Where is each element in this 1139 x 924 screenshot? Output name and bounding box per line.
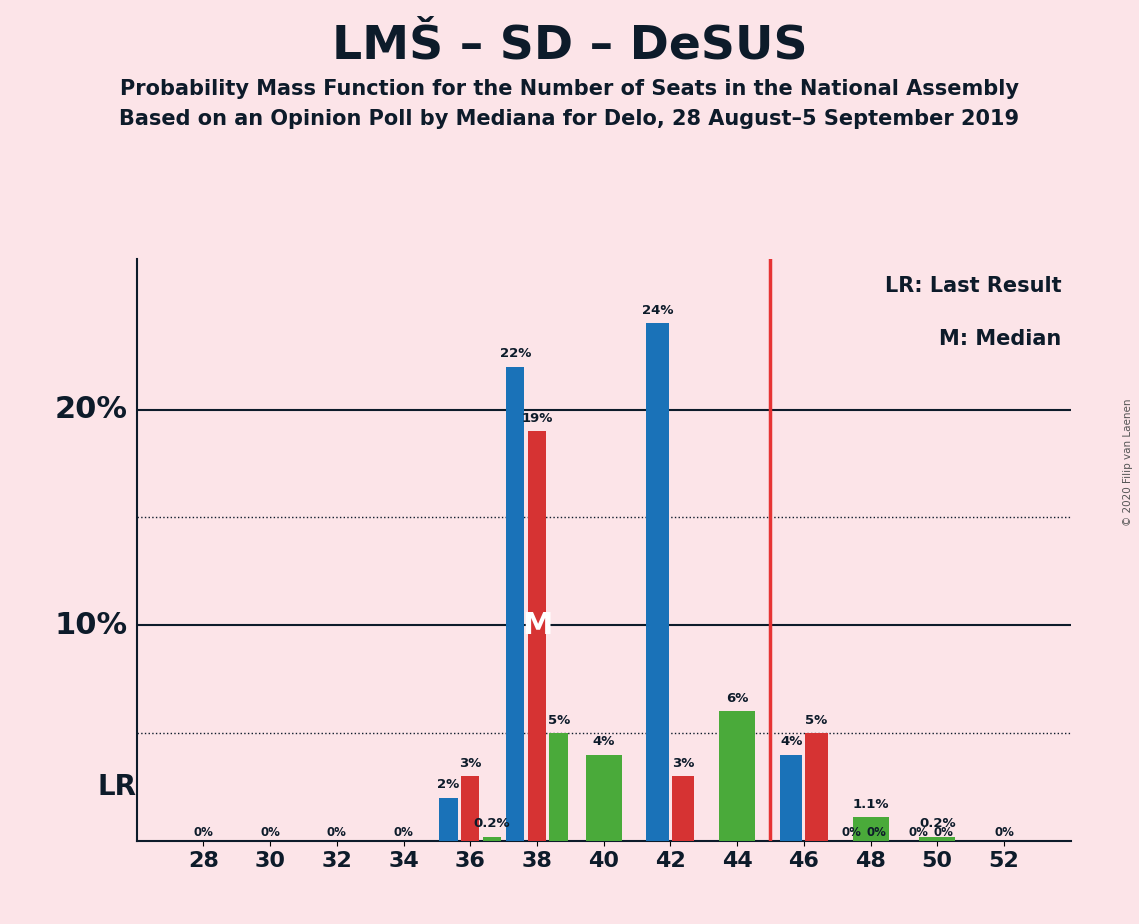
Bar [852, 817, 888, 841]
Text: 0%: 0% [908, 826, 928, 839]
Text: 0%: 0% [934, 826, 953, 839]
Text: 24%: 24% [642, 304, 673, 317]
Text: 0%: 0% [842, 826, 861, 839]
Text: 4%: 4% [592, 736, 615, 748]
Text: 20%: 20% [55, 395, 128, 424]
Text: 0.2%: 0.2% [474, 817, 510, 830]
Text: 0%: 0% [260, 826, 280, 839]
Bar [780, 755, 802, 841]
Text: LMŠ – SD – DeSUS: LMŠ – SD – DeSUS [331, 23, 808, 68]
Text: Based on an Opinion Poll by Mediana for Delo, 28 August–5 September 2019: Based on an Opinion Poll by Mediana for … [120, 109, 1019, 129]
Text: 0%: 0% [327, 826, 346, 839]
Text: 2%: 2% [437, 778, 460, 791]
Bar [647, 323, 669, 841]
Text: 0%: 0% [194, 826, 213, 839]
Text: 3%: 3% [672, 757, 695, 770]
Text: 5%: 5% [548, 713, 570, 726]
Bar [719, 711, 755, 841]
Bar [919, 836, 956, 841]
Bar [549, 733, 568, 841]
Text: 0%: 0% [994, 826, 1014, 839]
Text: LR: LR [98, 773, 137, 801]
Text: 22%: 22% [500, 347, 531, 360]
Bar [585, 755, 622, 841]
Bar [672, 776, 695, 841]
Bar [527, 432, 546, 841]
Text: 1.1%: 1.1% [852, 797, 888, 810]
Text: 19%: 19% [522, 412, 552, 425]
Text: 0.2%: 0.2% [919, 817, 956, 830]
Text: 0%: 0% [394, 826, 413, 839]
Text: 10%: 10% [55, 611, 128, 639]
Text: 3%: 3% [459, 757, 482, 770]
Text: Probability Mass Function for the Number of Seats in the National Assembly: Probability Mass Function for the Number… [120, 79, 1019, 99]
Text: © 2020 Filip van Laenen: © 2020 Filip van Laenen [1123, 398, 1133, 526]
Text: M: Median: M: Median [939, 329, 1062, 348]
Text: M: M [522, 611, 552, 639]
Text: 0%: 0% [867, 826, 887, 839]
Bar [440, 797, 458, 841]
Bar [506, 367, 524, 841]
Text: 4%: 4% [780, 736, 802, 748]
Text: LR: Last Result: LR: Last Result [885, 276, 1062, 297]
Bar [461, 776, 480, 841]
Bar [483, 836, 501, 841]
Text: 6%: 6% [726, 692, 748, 705]
Text: 5%: 5% [805, 713, 828, 726]
Bar [805, 733, 828, 841]
